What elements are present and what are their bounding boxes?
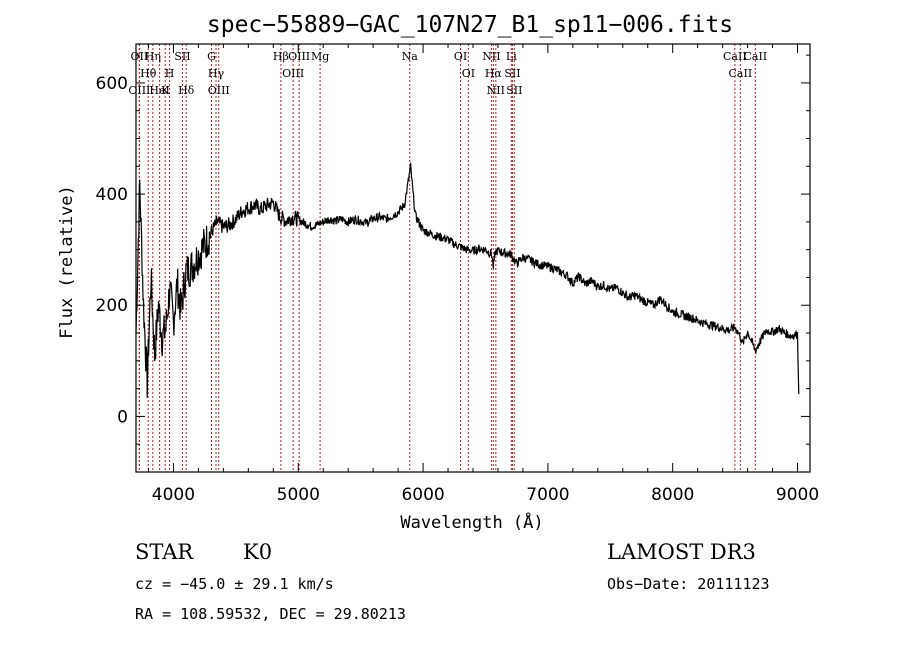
spectral-line-label: OIII (208, 84, 230, 97)
object-class: STAR (135, 540, 194, 564)
survey-name: LAMOST DR3 (607, 540, 756, 564)
spectral-line-label: Hβ (273, 50, 289, 63)
spectral-line-label: SII (506, 84, 522, 97)
x-tick-label: 4000 (152, 485, 195, 505)
spectral-line-label: OIII (128, 84, 150, 97)
object-subclass: K0 (243, 540, 272, 564)
spectral-line-label: NII (487, 84, 505, 97)
spectral-line-label: Li (506, 50, 517, 63)
x-tick-label: 9000 (776, 485, 819, 505)
spectral-line-label: NII (482, 50, 500, 63)
plot-frame (135, 43, 811, 473)
observation-date: Obs−Date: 20111123 (607, 575, 770, 593)
spectral-line-label: Mg (311, 50, 329, 63)
spectral-line-label: Hα (485, 67, 503, 80)
spectral-line-label: OII (131, 50, 149, 63)
spectral-line-label: OI (454, 50, 467, 63)
y-tick-label: 600 (96, 74, 128, 94)
spectral-line-label: G (207, 50, 216, 63)
y-axis-ticks: 0 200 400 600 (96, 54, 810, 473)
spectrum-series-line (135, 162, 800, 398)
y-axis-label: Flux (relative) (57, 185, 77, 339)
y-tick-label: 200 (96, 296, 128, 316)
x-axis-ticks: 4000 5000 6000 7000 8000 9000 (147, 44, 819, 505)
spectral-line-label: Na (402, 50, 419, 63)
chart-title: spec−55889−GAC_107N27_B1_sp11−006.fits (207, 12, 733, 38)
spectral-line-label: CaII (743, 50, 767, 63)
spectral-line-label: Hη (145, 50, 161, 63)
spectral-line-label: Hθ (140, 67, 157, 80)
spectral-line-label: OI (462, 67, 475, 80)
x-tick-label: 6000 (401, 485, 444, 505)
coordinates-readout: RA = 108.59532, DEC = 29.80213 (135, 605, 406, 623)
y-tick-label: 0 (117, 407, 128, 427)
spectral-line-label: Hδ (178, 84, 195, 97)
spectral-line-label: OIII (288, 50, 310, 63)
spectral-line-label: CaII (723, 50, 747, 63)
spectral-line-markers (138, 44, 756, 472)
spectral-line-label: Hγ (208, 67, 225, 80)
spectral-line-label: CaII (729, 67, 753, 80)
spectral-line-label: OIII (282, 67, 304, 80)
spectral-line-label: H (165, 67, 175, 80)
x-axis-label: Wavelength (Å) (400, 511, 543, 533)
y-tick-label: 400 (96, 185, 128, 205)
spectral-line-label: HeI (149, 84, 169, 97)
spectral-line-label: SII (504, 67, 520, 80)
spectral-line-label: K (161, 84, 170, 97)
x-tick-label: 7000 (526, 485, 569, 505)
spectral-line-label: SII (174, 50, 190, 63)
redshift-readout: cz = −45.0 ± 29.1 km/s (135, 575, 334, 593)
x-tick-label: 5000 (277, 485, 320, 505)
x-tick-label: 8000 (651, 485, 694, 505)
